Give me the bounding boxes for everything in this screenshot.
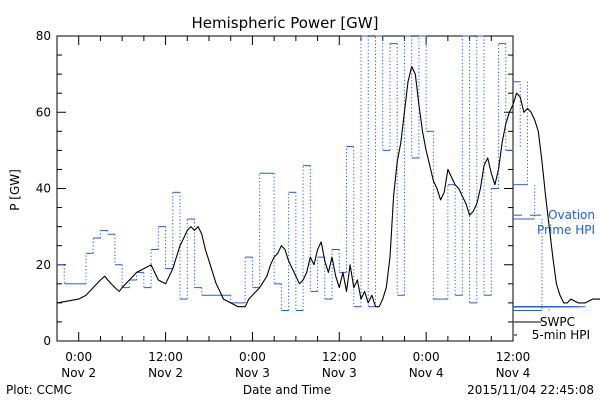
timestamp: 2015/11/04 22:45:08	[467, 383, 594, 397]
plot-credit: Plot: CCMC	[6, 383, 72, 397]
x-tick-label-date: Nov 3	[235, 366, 270, 380]
x-tick-label-date: Nov 3	[322, 366, 357, 380]
y-tick-label: 40	[36, 182, 51, 196]
x-tick-label-time: 0:00	[65, 350, 92, 364]
x-tick-label-time: 12:00	[148, 350, 183, 364]
ovation-legend-label: Prime HPI	[537, 223, 595, 237]
swpc-legend-label: SWPC	[540, 315, 575, 329]
x-tick-label-time: 0:00	[239, 350, 266, 364]
x-tick-label-time: 12:00	[322, 350, 357, 364]
x-tick-label-date: Nov 4	[496, 366, 531, 380]
y-tick-label: 20	[36, 258, 51, 272]
y-tick-label: 60	[36, 105, 51, 119]
y-axis-label: P [GW]	[8, 169, 22, 211]
y-tick-label: 0	[43, 334, 51, 348]
swpc-line	[56, 65, 600, 308]
x-tick-label-date: Nov 2	[61, 366, 96, 380]
swpc-legend-label: 5-min HPI	[532, 328, 590, 342]
ovation-legend-label: Ovation	[548, 208, 595, 222]
chart-title: Hemispheric Power [GW]	[192, 14, 379, 32]
x-tick-label-time: 0:00	[413, 350, 440, 364]
y-tick-label: 80	[36, 29, 51, 43]
plot-area: 0 20 40 60 80 0:00 Nov 2 12:00 Nov 2 0:00 Nov 3 12:…	[36, 29, 600, 380]
x-tick-label-date: Nov 2	[148, 366, 183, 380]
x-axis-label: Date and Time	[243, 383, 331, 397]
x-tick-label-date: Nov 4	[409, 366, 444, 380]
x-tick-label-time: 12:00	[496, 350, 531, 364]
